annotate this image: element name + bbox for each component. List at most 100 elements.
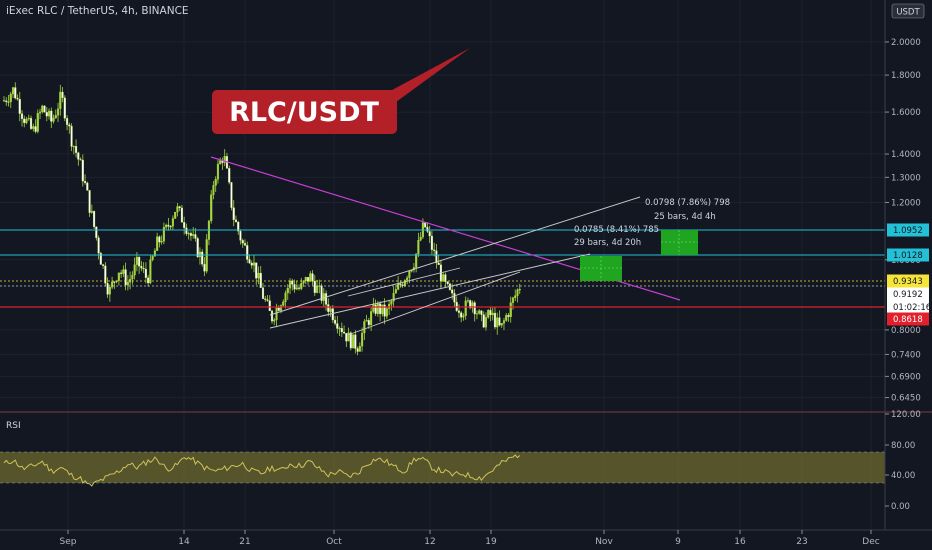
- candle-body: [248, 259, 251, 264]
- candle-body: [68, 124, 71, 127]
- candle-body: [482, 314, 485, 328]
- candle-body: [370, 311, 373, 326]
- measure-1-line2: 29 bars, 4d 20h: [574, 238, 641, 248]
- candle-body: [153, 250, 156, 257]
- candle-body: [156, 236, 159, 251]
- price-tick-label: 1.2000: [891, 198, 921, 208]
- candle-body: [124, 269, 127, 286]
- candle-body: [446, 281, 449, 284]
- candle-body: [232, 207, 235, 220]
- candle-body: [178, 206, 181, 209]
- candle-body: [471, 302, 474, 309]
- candle-body: [61, 91, 64, 98]
- currency-label: USDT: [896, 8, 920, 18]
- time-tick-label: Nov: [595, 537, 613, 547]
- candle-body: [437, 262, 440, 265]
- candle-body: [343, 331, 346, 334]
- price-tick-label: 1.8000: [891, 71, 921, 81]
- candle-body: [329, 308, 332, 312]
- channel-upper-1[interactable]: [269, 196, 641, 316]
- channel-lower-2[interactable]: [347, 271, 521, 336]
- candle-body: [29, 117, 33, 129]
- candle-body: [38, 111, 42, 114]
- candle-body: [189, 233, 192, 236]
- candle-body: [75, 146, 78, 153]
- currency-badge[interactable]: [891, 3, 925, 19]
- candle-body: [7, 101, 10, 103]
- time-tick-label: Dec: [862, 537, 879, 547]
- candle-body: [66, 118, 69, 125]
- candle-body: [345, 333, 348, 342]
- channel-lower-1[interactable]: [269, 253, 591, 329]
- candle-body: [284, 292, 287, 302]
- price-tick-label: 1.4000: [891, 150, 921, 160]
- candle-body: [318, 285, 321, 287]
- candle-body: [496, 317, 499, 328]
- candle-body: [408, 270, 411, 278]
- candle-body: [102, 264, 105, 266]
- candle-body: [117, 272, 120, 281]
- candle-body: [187, 233, 190, 235]
- candle-body: [275, 307, 278, 320]
- candle-body: [138, 256, 141, 267]
- candle-body: [122, 269, 125, 274]
- candle-body: [419, 236, 422, 241]
- candle-body: [334, 319, 337, 324]
- candle-body: [165, 224, 168, 228]
- candle-body: [5, 100, 8, 103]
- price-label-countdown: 01:02:16: [893, 303, 931, 313]
- candle-body: [171, 218, 174, 227]
- price-tick-label: 1.6000: [891, 108, 921, 118]
- candle-body: [433, 249, 436, 251]
- time-axis: Sep 14 21 Oct 12 19 Nov 9 16 23 Dec: [60, 530, 880, 547]
- candle-body: [113, 281, 116, 283]
- time-tick-label: 9: [675, 537, 681, 547]
- candle-body: [428, 231, 431, 237]
- candle-body: [500, 323, 503, 326]
- candle-body: [120, 272, 123, 274]
- candle-body: [160, 241, 163, 243]
- candle-body: [266, 299, 269, 301]
- candle-body: [381, 304, 384, 315]
- candle-body: [228, 168, 231, 183]
- price-label-box: [887, 312, 929, 326]
- candle-body: [241, 240, 244, 244]
- candle-body: [424, 222, 427, 228]
- candle-body: [212, 185, 215, 195]
- candle-body: [455, 301, 458, 311]
- candle-body: [453, 293, 456, 303]
- time-tick-label: 21: [239, 537, 250, 547]
- candle-body: [313, 280, 316, 293]
- candle-body: [270, 310, 274, 322]
- candle-body: [230, 182, 233, 208]
- candle-body: [11, 87, 15, 95]
- candle-body: [273, 319, 276, 322]
- candle-body: [491, 312, 494, 316]
- banner-box[interactable]: [212, 90, 397, 134]
- price-label-box: [887, 274, 929, 288]
- price-tick-label: 2.0000: [891, 38, 921, 48]
- candle-body: [18, 99, 21, 114]
- channel-upper-2[interactable]: [347, 267, 461, 297]
- price-tick-label: 0.8000: [891, 326, 921, 336]
- candle-body: [72, 146, 75, 148]
- candle-body: [392, 293, 395, 302]
- candle-body: [176, 206, 179, 213]
- candle-body: [336, 323, 339, 329]
- time-tick-label: Sep: [60, 537, 77, 547]
- target-box-2[interactable]: [661, 230, 698, 255]
- candle-body: [14, 87, 17, 99]
- time-tick-label: 19: [485, 537, 497, 547]
- candle-body: [108, 286, 111, 295]
- candle-body: [210, 194, 213, 222]
- candle-body: [451, 289, 454, 294]
- candle-body: [167, 224, 170, 227]
- candle-body: [63, 97, 66, 119]
- price-label-box: [887, 223, 929, 237]
- candle-body: [79, 159, 82, 161]
- rsi-band: [0, 452, 885, 483]
- candle-body: [282, 301, 285, 306]
- price-label-support: 0.8618: [893, 315, 923, 325]
- candle-body: [399, 283, 402, 285]
